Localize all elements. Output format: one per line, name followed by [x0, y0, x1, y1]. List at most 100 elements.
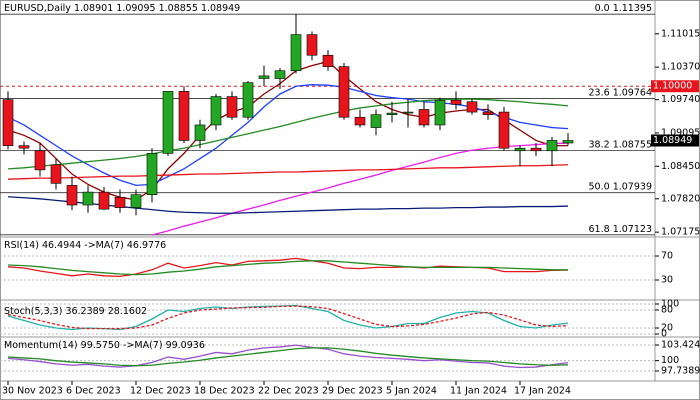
indicator-reading: 99.0936 — [166, 340, 205, 351]
x-tick-label: 29 Dec 2023 — [322, 386, 383, 397]
fibonacci-label: 50.0 1.07939 — [589, 181, 652, 192]
indicator-reading: 36.2389 — [65, 306, 104, 317]
candle-body — [482, 111, 494, 115]
indicator-title: Stoch(5,3,3) 36.2389 28.1602 — [4, 306, 147, 317]
plot-area — [0, 255, 655, 281]
candle-body — [450, 99, 462, 105]
y-tick-label: 103.4245 — [661, 340, 700, 351]
ohlc-low: 1.08855 — [159, 3, 198, 14]
plot-area — [0, 344, 655, 372]
y-tick-label: 100 — [661, 355, 679, 366]
fibonacci-label: 61.8 1.07123 — [589, 223, 652, 234]
candle-body — [322, 54, 334, 67]
ohlc-open: 1.08901 — [74, 3, 113, 14]
current-price-box — [651, 134, 699, 147]
x-tick-label: 5 Jan 2024 — [386, 386, 437, 397]
indicator-title: Momentum(14) 99.5750 ->MA(7) 99.0936 — [4, 340, 205, 351]
indicator-name: Stoch(5,3,3) — [4, 306, 62, 317]
fibonacci-price: 1.11395 — [613, 3, 652, 14]
candle-body — [130, 194, 142, 208]
y-tick-label: 20 — [661, 323, 673, 334]
candle-body — [386, 112, 398, 115]
fibonacci-label: 23.6 1.09764 — [589, 87, 652, 98]
fibonacci-label: 38.2 1.08755 — [589, 139, 652, 150]
chart-title: EURUSD,Daily 1.08901 1.09095 1.08855 1.0… — [4, 3, 240, 14]
fibonacci-price: 1.07123 — [613, 223, 652, 234]
plot-area — [0, 13, 655, 236]
candle-body — [562, 140, 574, 144]
y-tick-label: 1.08450 — [661, 161, 700, 172]
candle-body — [2, 99, 14, 146]
fibonacci-ratio: 61.8 — [589, 223, 610, 234]
candle-body — [210, 96, 222, 126]
fibonacci-ratio: 38.2 — [589, 139, 610, 150]
candle-body — [114, 196, 126, 208]
candle-body — [162, 91, 174, 154]
y-tick-label: 80 — [661, 305, 673, 316]
candle-body — [226, 96, 238, 118]
candle-body — [34, 150, 46, 171]
symbol: EURUSD,Daily — [4, 3, 71, 14]
indicator-line — [7, 347, 569, 367]
fibonacci-label: 0.0 1.11395 — [595, 3, 652, 14]
fibonacci-ratio: 0.0 — [595, 3, 610, 14]
plot-area — [0, 303, 655, 335]
indicator-name: Momentum(14) — [4, 340, 78, 351]
candle-body — [434, 99, 446, 126]
candle-body — [290, 34, 302, 72]
y-tick-label: 1.07175 — [661, 227, 700, 238]
indicator-line — [7, 164, 569, 180]
indicator-line — [7, 304, 569, 331]
indicator-line — [7, 260, 569, 276]
candle-body — [18, 145, 30, 149]
y-tick-label: 0 — [661, 329, 667, 340]
indicator-reading: 99.5750 — [81, 340, 120, 351]
ma-label: ->MA(7) — [123, 340, 163, 351]
x-tick-label: 17 Jan 2024 — [514, 386, 571, 397]
x-tick-label: 30 Nov 2023 — [2, 386, 63, 397]
y-tick-label: 100 — [661, 299, 679, 310]
candle-body — [306, 34, 318, 56]
candle-body — [178, 91, 190, 141]
x-tick-label: 18 Dec 2023 — [194, 386, 255, 397]
candle-body — [146, 153, 158, 195]
ohlc-high: 1.09095 — [116, 3, 155, 14]
y-tick-label: 1.07820 — [661, 193, 700, 204]
fibonacci-price: 1.07939 — [613, 181, 652, 192]
y-tick-label: 1.09095 — [661, 127, 700, 138]
candle-body — [274, 70, 286, 79]
candle-body — [514, 147, 526, 152]
y-tick-label: 1.11015 — [661, 28, 700, 39]
indicator-reading: 28.1602 — [108, 306, 147, 317]
fibonacci-ratio: 50.0 — [589, 181, 610, 192]
y-tick-label: 1.10370 — [661, 62, 700, 73]
indicator-title: RSI(14) 46.4944 ->MA(7) 46.9776 — [4, 240, 166, 251]
candle-body — [50, 164, 62, 184]
y-tick-label: 1.09740 — [661, 94, 700, 105]
candle-body — [402, 111, 414, 114]
candle-body — [242, 82, 254, 118]
candle-body — [530, 147, 542, 152]
ohlc-close: 1.08949 — [201, 3, 240, 14]
fibonacci-price: 1.09764 — [613, 87, 652, 98]
indicator-line — [7, 344, 569, 369]
x-tick-label: 6 Dec 2023 — [66, 386, 121, 397]
candle-body — [338, 66, 350, 118]
price-level-box — [651, 80, 699, 93]
current-price-label: 1.08949 — [653, 135, 692, 146]
x-tick-label: 11 Jan 2024 — [450, 386, 507, 397]
indicator-line — [7, 98, 569, 170]
candle-body — [370, 114, 382, 128]
x-tick-label: 12 Dec 2023 — [130, 386, 191, 397]
y-tick-label: 30 — [661, 275, 673, 286]
indicator-reading: 46.4944 — [42, 240, 81, 251]
candle-body — [418, 109, 430, 126]
indicator-reading: 46.9776 — [127, 240, 166, 251]
ma-label: ->MA(7) — [84, 240, 124, 251]
indicator-line — [151, 142, 569, 236]
y-tick-label: 70 — [661, 251, 673, 262]
x-tick-label: 22 Dec 2023 — [258, 386, 319, 397]
candle-body — [546, 140, 558, 152]
candle-body — [466, 101, 478, 113]
